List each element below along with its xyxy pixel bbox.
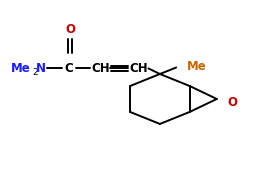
Text: O: O [65, 23, 75, 36]
Text: N: N [36, 62, 46, 75]
Text: Me: Me [11, 62, 31, 75]
Text: O: O [228, 96, 238, 109]
Text: CH: CH [129, 62, 147, 75]
Text: 2: 2 [32, 68, 38, 77]
Text: Me: Me [187, 60, 207, 73]
Text: C: C [65, 62, 73, 75]
Text: CH: CH [91, 62, 109, 75]
